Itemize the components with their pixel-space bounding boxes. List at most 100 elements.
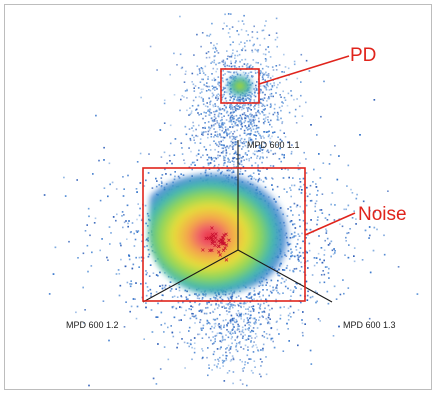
scatter-point (195, 108, 198, 111)
scatter-point (240, 41, 242, 43)
scatter-point (231, 26, 234, 28)
scatter-point (225, 149, 227, 152)
scatter-point (177, 175, 180, 178)
scatter-point (255, 127, 258, 130)
scatter-point (243, 301, 246, 304)
scatter-point (368, 226, 371, 228)
scatter-point (306, 251, 308, 254)
scatter-point (320, 115, 322, 118)
scatter-point (215, 48, 217, 50)
scatter-point (277, 113, 279, 116)
scatter-point (214, 51, 216, 53)
scatter-point (150, 309, 153, 311)
scatter-point (266, 100, 268, 102)
scatter-point (234, 152, 236, 155)
scatter-point (300, 301, 302, 304)
scatter-point (174, 171, 176, 173)
scatter-point (232, 133, 234, 135)
scatter-point (222, 319, 225, 322)
scatter-point (231, 293, 234, 296)
scatter-point (294, 255, 296, 258)
scatter-point (287, 328, 289, 330)
scatter-point (230, 358, 233, 361)
scatter-point (237, 310, 240, 312)
scatter-point (247, 294, 250, 296)
scatter-point (246, 115, 249, 117)
scatter-point (325, 232, 328, 234)
scatter-point (195, 293, 197, 295)
scatter-point (135, 188, 138, 190)
scatter-point (218, 62, 221, 64)
scatter-point (256, 346, 258, 349)
scatter-point (246, 317, 249, 319)
scatter-point (233, 125, 235, 127)
scatter-point (208, 129, 211, 131)
scatter-point (224, 65, 226, 68)
scatter-point (330, 240, 333, 243)
scatter-point (267, 119, 269, 121)
scatter-point (247, 120, 249, 123)
scatter-point (320, 247, 323, 249)
scatter-point (193, 347, 196, 350)
scatter-point (250, 337, 253, 339)
scatter-point (231, 125, 234, 128)
scatter-point (221, 170, 223, 173)
peak-marker (217, 244, 221, 249)
scatter-point (249, 39, 251, 42)
scatter-point (287, 319, 290, 321)
scatter-point (265, 131, 268, 133)
scatter-point (263, 336, 266, 338)
scatter-point (189, 107, 191, 109)
scatter-point (201, 131, 203, 134)
scatter-point (209, 100, 212, 103)
scatter-point (292, 255, 294, 257)
scatter-point (295, 122, 298, 124)
scatter-point (103, 146, 105, 149)
scatter-point (68, 240, 70, 243)
scatter-point (262, 111, 264, 114)
scatter-point (208, 35, 210, 37)
scatter-point (136, 191, 138, 193)
scatter-point (185, 298, 188, 300)
scatter-point (193, 351, 196, 354)
scatter-point (248, 137, 250, 139)
scatter-point (223, 108, 226, 111)
axis-lower-right-line (237, 249, 333, 303)
scatter-point (244, 117, 247, 120)
scatter-point (203, 312, 206, 315)
scatter-point (185, 309, 187, 312)
scatter-point (254, 333, 257, 335)
scatter-point (277, 274, 279, 277)
scatter-point (257, 106, 260, 108)
scatter-point (251, 125, 254, 128)
scatter-point (221, 77, 224, 79)
scatter-point (215, 109, 218, 112)
scatter-point (225, 351, 227, 354)
scatter-point (224, 159, 226, 162)
scatter-point (243, 302, 245, 305)
scatter-point (223, 115, 225, 117)
scatter-point (229, 104, 231, 106)
scatter-point (171, 296, 174, 298)
scatter-point (165, 173, 167, 175)
scatter-point (302, 334, 304, 337)
scatter-point (121, 211, 124, 213)
scatter-point (138, 256, 141, 259)
scatter-point (227, 13, 230, 15)
scatter-point (272, 113, 275, 116)
scatter-point (213, 136, 215, 138)
scatter-point (258, 307, 261, 309)
scatter-point (173, 94, 176, 96)
scatter-point (154, 260, 157, 262)
scatter-point (260, 102, 262, 104)
scatter-point (287, 141, 289, 144)
scatter-point (204, 122, 206, 124)
scatter-point (208, 301, 210, 304)
scatter-point (264, 73, 266, 75)
scatter-point (242, 100, 245, 102)
scatter-point (228, 169, 230, 172)
scatter-point (214, 131, 217, 133)
scatter-point (87, 270, 89, 273)
scatter-point (234, 57, 236, 59)
scatter-point (270, 92, 273, 95)
